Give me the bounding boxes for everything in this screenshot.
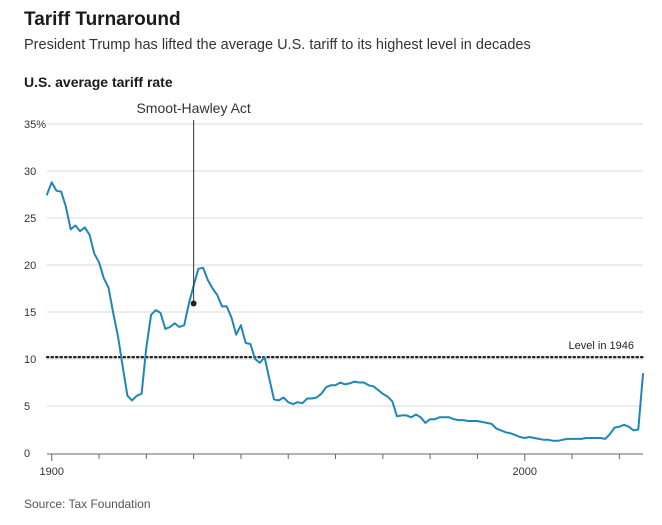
series-group [46,181,644,442]
reference-line-group: Level in 1946 [45,340,645,359]
annotation-marker [190,300,197,307]
panel-label: U.S. average tariff rate [24,74,173,90]
y-tick-label: 15 [24,307,36,319]
chart-title: Tariff Turnaround [24,9,181,30]
y-tick-label: 25 [24,213,36,225]
reference-line-label: Level in 1946 [569,340,634,352]
chart-subtitle: President Trump has lifted the average U… [24,37,531,53]
axes: 0 5 10 15 20 25 30 35% 1900 2000 [24,119,643,478]
y-tick-label: 30 [24,166,36,178]
source-note: Source: Tax Foundation [24,497,151,511]
y-tick-label: 35% [24,119,46,131]
y-tick-label: 20 [24,260,36,272]
x-tick-label: 1900 [39,466,63,478]
y-tick-label: 5 [24,401,30,413]
annotation-label: Smoot-Hawley Act [136,100,250,116]
gridlines [47,123,643,407]
series-line [46,181,644,442]
y-tick-label: 10 [24,354,36,366]
annotation-group: Smoot-Hawley Act [136,100,251,307]
x-tick-label: 2000 [513,466,537,478]
y-tick-label: 0 [24,448,30,460]
